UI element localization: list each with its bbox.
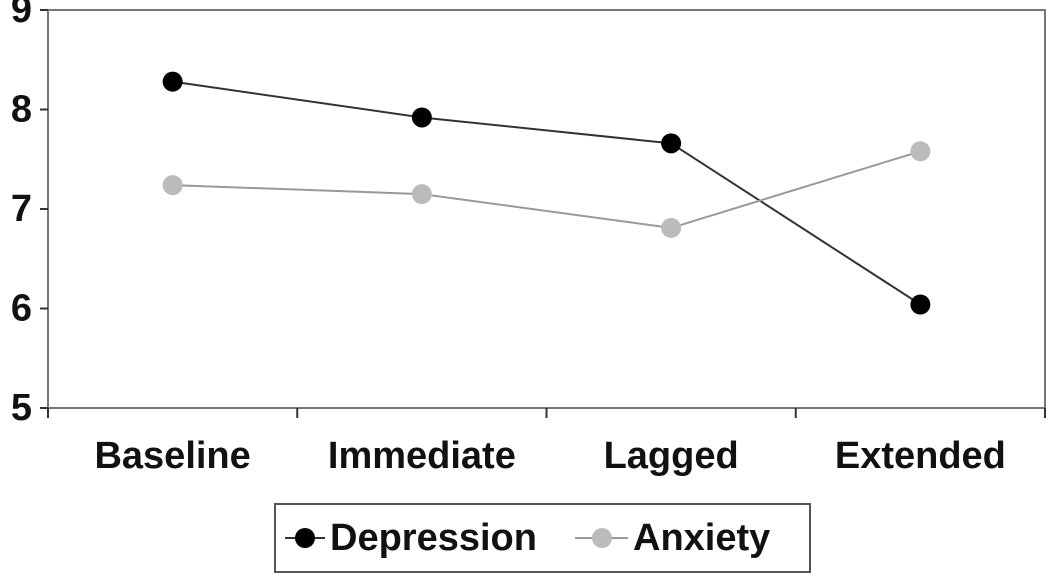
- data-point-anxiety-lagged: [661, 217, 682, 238]
- data-point-anxiety-baseline: [162, 175, 183, 196]
- legend-item-depression: Depression: [285, 517, 537, 559]
- legend-label-anxiety: Anxiety: [633, 517, 770, 559]
- y-axis: 5 6 7 8 9: [11, 0, 48, 429]
- y-tick-label-9: 9: [11, 0, 32, 31]
- x-tick-label-baseline: Baseline: [94, 435, 250, 477]
- plot-border: [47, 9, 1046, 409]
- legend-label-depression: Depression: [330, 517, 537, 559]
- data-point-depression-baseline: [162, 71, 183, 92]
- x-tick-label-lagged: Lagged: [604, 435, 739, 477]
- y-tick-label-5: 5: [11, 387, 32, 429]
- data-point-depression-immediate: [411, 107, 432, 128]
- series-line-anxiety: [172, 150, 921, 229]
- legend-marker-depression: [295, 528, 315, 548]
- legend-marker-anxiety: [592, 528, 612, 548]
- y-tick-label-6: 6: [11, 288, 32, 330]
- series-depression: [162, 71, 931, 315]
- legend-item-anxiety: Anxiety: [575, 517, 770, 559]
- x-axis: Baseline Immediate Lagged Extended: [47, 408, 1046, 477]
- data-point-anxiety-extended: [910, 141, 931, 162]
- data-point-anxiety-immediate: [411, 184, 432, 205]
- series-line-depression: [172, 80, 921, 306]
- x-tick-label-extended: Extended: [835, 435, 1006, 477]
- series-anxiety: [162, 141, 931, 238]
- series-layer: [162, 71, 931, 315]
- plot-area: [47, 9, 1046, 409]
- y-tick-label-7: 7: [11, 188, 32, 230]
- y-tick-label-8: 8: [11, 89, 32, 131]
- x-tick-label-immediate: Immediate: [328, 435, 516, 477]
- legend: Depression Anxiety: [274, 503, 811, 573]
- legend-box: [274, 503, 811, 573]
- data-point-depression-extended: [910, 294, 931, 315]
- data-point-depression-lagged: [661, 133, 682, 154]
